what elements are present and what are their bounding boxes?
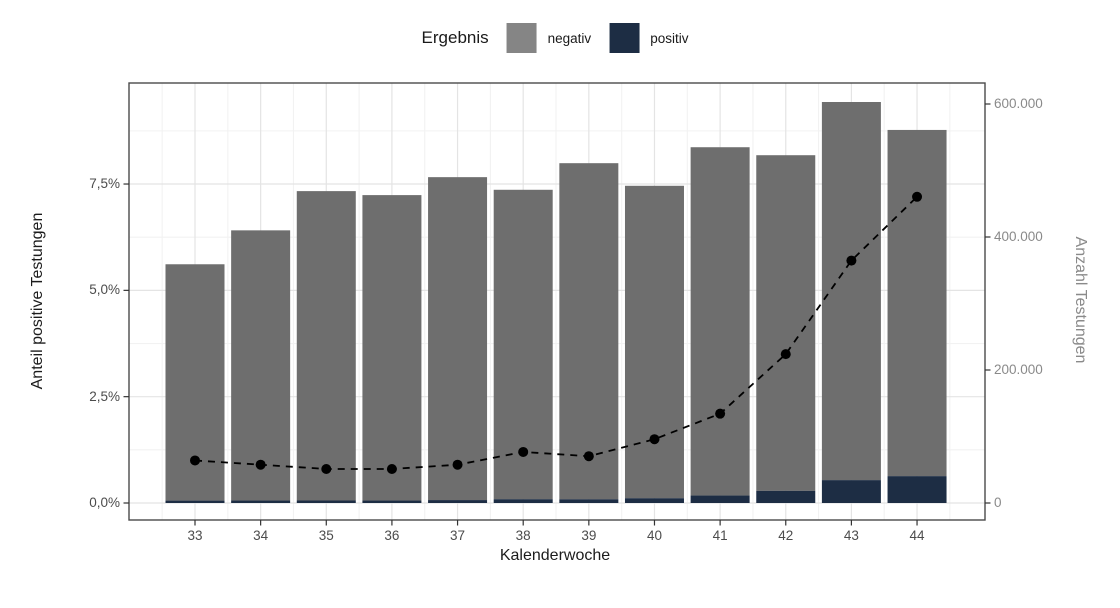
- x-tick-label: 34: [253, 528, 269, 543]
- right-y-axis-title: Anzahl Testungen: [1072, 236, 1089, 364]
- bar-positiv-segment: [493, 499, 553, 503]
- positivity-point: [190, 455, 200, 466]
- positivity-line: [194, 196, 918, 470]
- left-y-tick-label: 2,5%: [89, 388, 120, 404]
- bar-positiv-segment: [231, 500, 291, 503]
- bar-positiv-segment: [296, 500, 356, 503]
- positivity-point: [846, 255, 857, 266]
- positivity-point: [321, 463, 332, 474]
- bar-negativ-segment: [428, 177, 488, 501]
- x-axis-title: Kalenderwoche: [499, 547, 611, 564]
- bar-positiv-segment: [887, 476, 947, 503]
- positiv-color-swatch: [609, 23, 640, 53]
- bar-negativ-segment: [362, 195, 422, 501]
- bar-negativ-segment: [559, 163, 619, 500]
- legend-item-negativ: negativ: [506, 23, 592, 53]
- bar-negativ-segment: [624, 185, 684, 499]
- bar-negativ-segment: [756, 155, 816, 491]
- bar-positiv-segment: [624, 498, 684, 503]
- x-tick-label: 40: [646, 528, 662, 543]
- legend-label-positiv: positiv: [650, 30, 689, 46]
- positivity-point: [780, 349, 791, 360]
- bar-positiv-segment: [165, 500, 225, 503]
- x-tick-label: 36: [384, 528, 400, 543]
- bar-negativ-segment: [821, 102, 881, 481]
- bar-positiv-segment: [690, 495, 750, 503]
- left-y-tick-label: 5,0%: [89, 282, 120, 298]
- left-y-tick-label: 7,5%: [89, 176, 120, 192]
- negativ-color-swatch: [506, 23, 537, 53]
- legend-item-positiv: positiv: [609, 23, 688, 53]
- left-y-tick-label: 0,0%: [89, 495, 120, 510]
- bar-positiv-segment: [362, 500, 422, 503]
- x-tick-label: 37: [450, 528, 466, 543]
- legend: Ergebnis negativ positiv: [421, 23, 688, 53]
- positivity-point: [386, 463, 397, 474]
- bar-positiv-segment: [756, 490, 816, 503]
- x-tick-label: 44: [909, 528, 925, 543]
- right-y-tick-label: 400.000: [994, 229, 1043, 244]
- bar-positiv-segment: [559, 499, 619, 503]
- positivity-point: [715, 408, 726, 419]
- x-tick-label: 39: [581, 528, 597, 543]
- x-tick-label: 41: [712, 528, 728, 543]
- panel-border: [128, 82, 986, 521]
- x-tick-label: 42: [778, 528, 794, 543]
- bar-negativ-segment: [296, 191, 356, 501]
- positivity-point: [518, 446, 529, 457]
- x-tick-label: 35: [318, 528, 334, 543]
- positivity-point: [912, 191, 923, 202]
- right-y-tick-label: 600.000: [994, 96, 1043, 111]
- positivity-point: [452, 459, 463, 470]
- bar-negativ-segment: [231, 230, 291, 501]
- positivity-point: [255, 459, 266, 470]
- bar-positiv-segment: [821, 480, 881, 503]
- x-tick-label: 43: [843, 528, 859, 543]
- positivity-point: [583, 451, 594, 462]
- bar-positiv-segment: [428, 500, 488, 503]
- right-y-tick-label: 0: [994, 495, 1002, 510]
- positivity-point: [649, 434, 660, 445]
- legend-label-negativ: negativ: [547, 30, 592, 46]
- bar-negativ-segment: [690, 147, 750, 496]
- left-y-axis-title: Anteil positive Testungen: [29, 212, 46, 390]
- right-y-tick-label: 200.000: [994, 362, 1043, 377]
- x-tick-label: 33: [187, 528, 203, 543]
- x-tick-label: 38: [515, 528, 531, 543]
- legend-title: Ergebnis: [421, 28, 489, 47]
- bar-negativ-segment: [887, 129, 947, 477]
